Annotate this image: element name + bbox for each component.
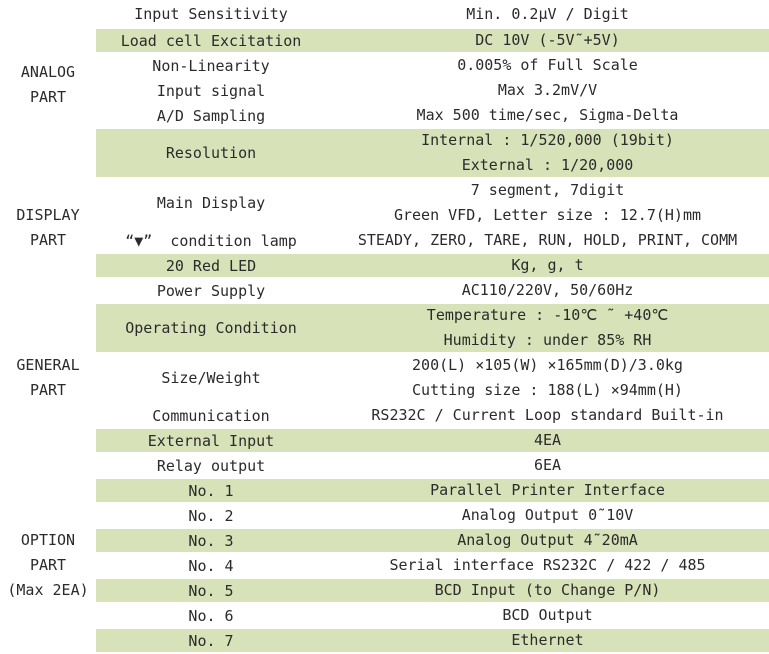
spec-name: No. 4	[188, 556, 234, 575]
spec-value: 200(L) ×105(W) ×165mm(D)/3.0kg Cutting s…	[412, 356, 683, 399]
spec-value: 7 segment, 7digit Green VFD, Letter size…	[393, 181, 702, 224]
spec-value: 4EA	[533, 431, 562, 449]
spec-name: Non-Linearity	[152, 56, 270, 75]
spec-name: Size/Weight	[161, 369, 261, 387]
table-row: No. 2 Analog Output 0˜10V	[96, 503, 769, 528]
spec-name: No. 5	[188, 581, 234, 600]
section-label-general-part: GENERAL PART	[16, 356, 80, 399]
table-row: Size/Weight 200(L) ×105(W) ×165mm(D)/3.0…	[96, 353, 769, 403]
spec-value: STEADY, ZERO, TARE, RUN, HOLD, PRINT, CO…	[357, 231, 738, 249]
spec-name: No. 3	[188, 531, 234, 550]
spec-value: AC110/220V, 50/60Hz	[461, 281, 634, 299]
table-row: 20 Red LED Kg, g, t	[96, 253, 769, 278]
table-row: Non-Linearity 0.005% of Full Scale	[96, 53, 769, 78]
spec-value: BCD Output	[502, 606, 593, 624]
table-row: A/D Sampling Max 500 time/sec, Sigma-Del…	[96, 103, 769, 128]
spec-name: A/D Sampling	[156, 106, 266, 125]
spec-name: Power Supply	[156, 281, 266, 300]
spec-name: Input signal	[156, 81, 266, 100]
table-row: Power Supply AC110/220V, 50/60Hz	[96, 278, 769, 303]
part-label-column: ANALOG PART DISPLAY PART GENERAL PART OP…	[0, 0, 96, 654]
spec-name: 20 Red LED	[165, 256, 257, 275]
table-row: Relay output 6EA	[96, 453, 769, 478]
section-label-display-part: DISPLAY PART	[16, 206, 80, 249]
table-row: No. 1 Parallel Printer Interface	[96, 478, 769, 503]
table-row: Resolution Internal : 1/520,000 (19bit) …	[96, 128, 769, 178]
spec-name: Communication	[152, 406, 270, 425]
table-row: Communication RS232C / Current Loop stan…	[96, 403, 769, 428]
table-row: Input signal Max 3.2mV/V	[96, 78, 769, 103]
spec-table: Input Sensitivity Min. 0.2μV / Digit Loa…	[96, 0, 769, 653]
spec-value: DC 10V (-5V˜+5V)	[475, 31, 620, 49]
table-row: Load cell Excitation DC 10V (-5V˜+5V)	[96, 28, 769, 53]
spec-name: Load cell Excitation	[120, 31, 302, 50]
spec-name: No. 6	[188, 606, 234, 625]
spec-name: No. 7	[188, 631, 234, 650]
table-row: Main Display 7 segment, 7digit Green VFD…	[96, 178, 769, 228]
spec-name: “▼” condition lamp	[125, 231, 297, 250]
spec-name: No. 1	[188, 481, 234, 500]
spec-name: Operating Condition	[125, 319, 297, 337]
spec-value: Ethernet	[511, 631, 584, 649]
spec-value: 0.005% of Full Scale	[457, 56, 638, 74]
spec-value: Internal : 1/520,000 (19bit) External : …	[421, 131, 674, 174]
table-row: Input Sensitivity Min. 0.2μV / Digit	[96, 0, 769, 28]
spec-name: Relay output	[156, 456, 266, 475]
spec-value: Analog Output 4˜20mA	[457, 531, 638, 549]
table-row: Operating Condition Temperature : -10℃ ˜…	[96, 303, 769, 353]
table-row: No. 6 BCD Output	[96, 603, 769, 628]
spec-value: Analog Output 0˜10V	[461, 506, 634, 524]
spec-name: Input Sensitivity	[134, 5, 288, 23]
section-label-analog-part: ANALOG PART	[20, 63, 76, 106]
spec-value: Kg, g, t	[511, 256, 584, 274]
spec-value: Serial interface RS232C / 422 / 485	[389, 556, 706, 574]
spec-name: Main Display	[156, 194, 266, 212]
spec-value: Temperature : -10℃ ˜ +40℃ Humidity : und…	[426, 306, 669, 349]
spec-value: Max 3.2mV/V	[497, 81, 598, 99]
table-row: External Input 4EA	[96, 428, 769, 453]
table-row: “▼” condition lamp STEADY, ZERO, TARE, R…	[96, 228, 769, 253]
spec-name: External Input	[147, 431, 275, 450]
spec-value: Parallel Printer Interface	[430, 481, 665, 499]
table-row: No. 3 Analog Output 4˜20mA	[96, 528, 769, 553]
spec-name: No. 2	[188, 506, 234, 525]
spec-value: RS232C / Current Loop standard Built-in	[371, 406, 724, 424]
section-label-option-part: OPTION PART (Max 2EA)	[7, 531, 89, 599]
spec-value: Max 500 time/sec, Sigma-Delta	[416, 106, 679, 124]
spec-value: 6EA	[533, 456, 562, 474]
table-row: No. 7 Ethernet	[96, 628, 769, 653]
spec-name: Resolution	[165, 144, 257, 162]
table-row: No. 5 BCD Input (to Change P/N)	[96, 578, 769, 603]
table-row: No. 4 Serial interface RS232C / 422 / 48…	[96, 553, 769, 578]
spec-value: BCD Input (to Change P/N)	[434, 581, 661, 599]
spec-value: Min. 0.2μV / Digit	[466, 4, 629, 23]
